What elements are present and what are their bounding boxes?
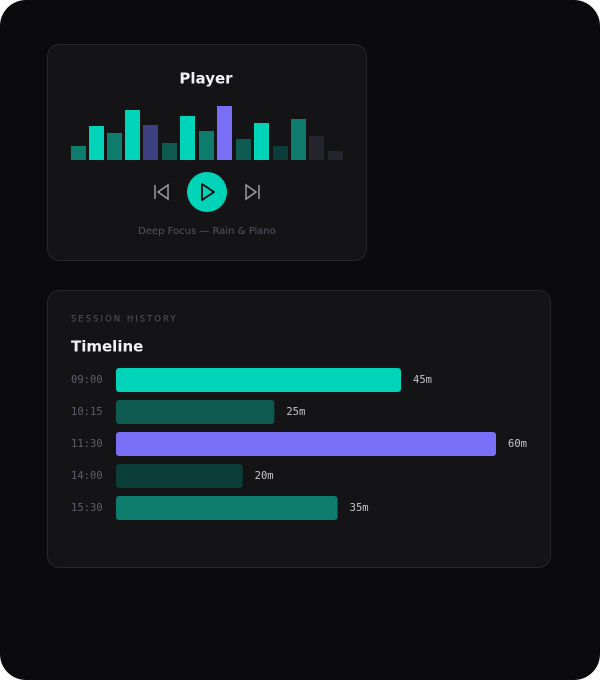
track-name: Deep Focus — Rain & Piano [138,226,276,237]
timeline-title: Timeline [71,338,143,356]
section-label: SESSION HISTORY [71,315,178,325]
row-time: 11:30 [71,438,103,450]
duration-label: 35m [350,502,369,514]
duration-label: 20m [255,470,274,482]
duration-bar [116,496,338,520]
row-time: 10:15 [71,406,103,418]
duration-label: 45m [413,374,432,386]
eq-bar [328,151,343,160]
eq-bar [273,146,288,160]
eq-bar [162,143,177,160]
duration-bar [116,368,401,392]
row-time: 15:30 [71,502,103,514]
eq-bar [217,106,232,160]
eq-bar [291,119,306,160]
duration-label: 25m [286,406,305,418]
eq-bar [71,146,86,160]
next-button[interactable] [245,183,260,201]
eq-bar [254,123,269,160]
eq-bar [89,126,104,160]
eq-bar [236,139,251,160]
eq-bar [199,131,214,160]
row-time: 09:00 [71,374,103,386]
play-button[interactable] [187,172,227,212]
duration-bar [116,432,496,456]
eq-bar [125,110,140,160]
history-card [47,290,551,568]
equalizer [71,106,343,160]
eq-bar [180,116,195,160]
player-title: Player [179,70,233,88]
row-time: 14:00 [71,470,103,482]
duration-bar [116,400,275,424]
eq-bar [107,133,122,160]
eq-bar [309,136,324,160]
duration-label: 60m [508,438,527,450]
eq-bar [143,125,158,160]
timeline-rows: 09:00 45m 10:15 25m 11:30 60m 14:00 20m 15:30 35m [71,368,527,520]
prev-button[interactable] [154,183,169,201]
duration-bar [116,464,243,488]
